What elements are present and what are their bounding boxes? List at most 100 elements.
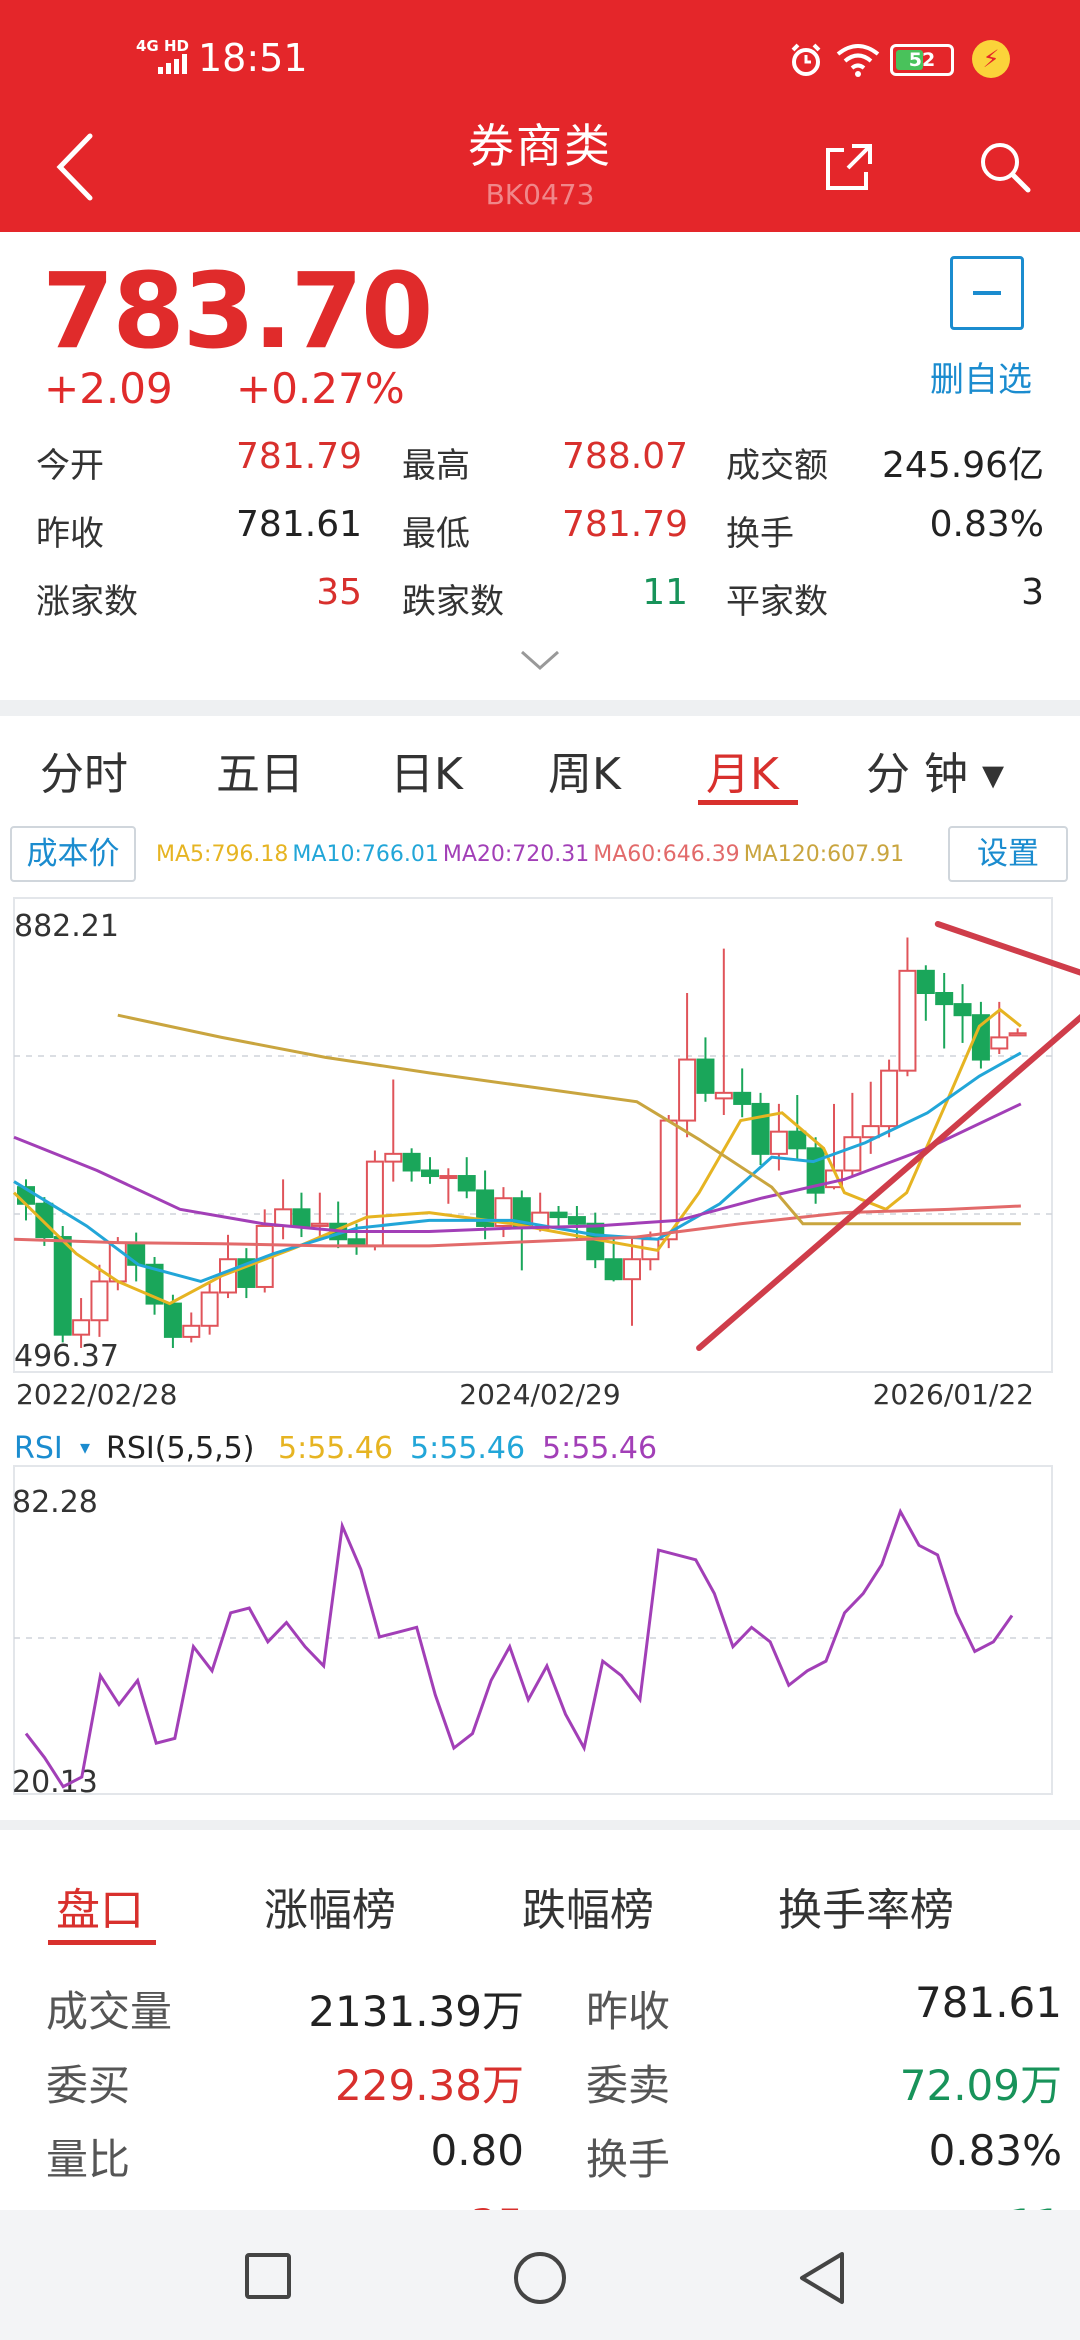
pankou-value: 781.61 xyxy=(915,1978,1062,2027)
stat-label: 最高 xyxy=(402,446,470,486)
dropdown-caret-icon: ▾ xyxy=(80,1435,90,1459)
back-triangle-icon[interactable] xyxy=(796,2250,848,2306)
pankou-value: 229.38万 xyxy=(335,2061,524,2110)
ma-line-ma60 xyxy=(13,1204,1021,1248)
market-panel: 盘口 涨幅榜 跌幅榜 换手率榜 成交量 2131.39万 昨收 781.61 委买 229.38… xyxy=(0,1830,1080,2210)
candle-body xyxy=(678,1058,697,1122)
status-time: 18:51 xyxy=(198,36,308,80)
stat-label: 平家数 xyxy=(726,582,828,622)
candle-body xyxy=(310,1222,329,1227)
candlestick-chart[interactable]: 882.21 496.37 2022/02/28 2024/02/29 2026/01/… xyxy=(0,818,1080,1818)
battery-level xyxy=(896,50,924,70)
ma-value: MA120:607.91 xyxy=(743,842,905,867)
candle-body xyxy=(1008,1032,1027,1037)
candle-body xyxy=(274,1208,293,1227)
candle-body xyxy=(604,1258,623,1281)
rsi-legend-value: 5:55.46 xyxy=(278,1431,393,1466)
stat-label: 今开 xyxy=(36,446,104,486)
candle-body xyxy=(567,1216,586,1225)
back-arrow-icon[interactable] xyxy=(52,132,96,202)
rsi-line xyxy=(24,1507,1014,1789)
kchart-frame xyxy=(13,897,1053,1373)
signal-icon xyxy=(158,54,187,74)
rsi-legend-value: 5:55.46 xyxy=(542,1431,657,1466)
ma-value: MA20:720.31 xyxy=(442,842,590,867)
active-market-tab-indicator xyxy=(48,1940,156,1945)
pankou-label: 委买 xyxy=(46,2061,131,2110)
stat-label: 最低 xyxy=(402,514,470,554)
current-price: 783.70 xyxy=(42,250,433,372)
y-tick-label: 82.28 xyxy=(12,1485,98,1520)
candle-body xyxy=(182,1324,201,1338)
pankou-label: 上涨个股 xyxy=(46,2200,214,2210)
stat-value: 781.79 xyxy=(236,436,362,477)
rsi-legend-value: 5:55.46 xyxy=(410,1431,525,1466)
period-tab[interactable]: 周K xyxy=(548,749,621,800)
battery-percent: 52 xyxy=(908,49,936,71)
market-tab[interactable]: 盘口 xyxy=(56,1885,144,1936)
charging-icon: ⚡ xyxy=(972,40,1010,78)
candle-body xyxy=(714,1091,733,1100)
candle-body xyxy=(788,1130,807,1150)
ma-legend: MA5:796.18 MA10:766.01 MA20:720.31 MA60:646… xyxy=(156,842,908,867)
candle-body xyxy=(402,1152,421,1172)
period-tab[interactable]: 五日 xyxy=(216,749,304,800)
share-icon[interactable] xyxy=(822,138,878,194)
period-tabs: 分时 五日 日K 周K 月K 分 钟 ▾ xyxy=(0,716,1080,818)
candle-body xyxy=(457,1175,476,1192)
expand-chevron-icon[interactable] xyxy=(520,650,560,672)
candle-body xyxy=(861,1125,880,1139)
chart-settings-button[interactable]: 设置 xyxy=(948,826,1068,882)
ma-line-ma20 xyxy=(13,1102,1022,1234)
candle-body xyxy=(971,1014,990,1061)
remove-watchlist-icon[interactable] xyxy=(950,256,1024,330)
stat-value: 3 xyxy=(1021,572,1044,613)
y-tick-label: 20.13 xyxy=(12,1765,98,1800)
price-change-percent: +0.27% xyxy=(236,364,405,413)
period-tab[interactable]: 月K xyxy=(706,749,779,800)
wifi-icon xyxy=(836,44,880,77)
cost-price-button[interactable]: 成本价 xyxy=(10,826,136,882)
pankou-label: 成交量 xyxy=(46,1987,173,2036)
candle-body xyxy=(163,1302,182,1338)
pankou-label: 换手 xyxy=(586,2135,671,2184)
x-tick-label: 2022/02/28 xyxy=(16,1378,177,1411)
ma-line-ma10 xyxy=(13,1051,1022,1283)
market-tab[interactable]: 跌幅榜 xyxy=(522,1885,654,1936)
period-tab[interactable]: 日K xyxy=(390,749,463,800)
market-tab[interactable]: 换手率榜 xyxy=(778,1885,954,1936)
candle-body xyxy=(623,1258,641,1281)
market-tab[interactable]: 涨幅榜 xyxy=(264,1885,396,1936)
candle-body xyxy=(751,1102,770,1155)
stat-label: 换手 xyxy=(726,514,794,554)
period-tab[interactable]: 分 钟 ▾ xyxy=(866,749,1005,800)
candle-body xyxy=(421,1169,439,1178)
stat-label: 成交额 xyxy=(726,446,828,486)
pankou-label: 昨收 xyxy=(586,1987,671,2036)
status-icons: 52 ⚡ xyxy=(780,40,1040,80)
candle-body xyxy=(200,1291,219,1327)
stat-label: 涨家数 xyxy=(36,582,138,622)
pankou-label: 量比 xyxy=(46,2135,131,2184)
period-tab[interactable]: 分时 xyxy=(40,749,128,800)
candle-body xyxy=(898,969,917,1072)
stat-value: 245.96亿 xyxy=(882,445,1044,486)
candle-body xyxy=(696,1058,715,1094)
active-tab-indicator xyxy=(698,800,798,805)
candle-body xyxy=(72,1319,91,1336)
home-circle-icon[interactable] xyxy=(512,2250,568,2306)
remove-watchlist-button[interactable]: 删自选 xyxy=(930,360,1032,400)
search-icon[interactable] xyxy=(976,138,1032,194)
candle-body xyxy=(953,1003,972,1017)
trendline-annotation xyxy=(696,1013,1080,1351)
stat-value: 0.83% xyxy=(929,504,1044,545)
rsi-title: RSI(5,5,5) xyxy=(106,1431,254,1466)
recents-square-icon[interactable] xyxy=(244,2252,292,2300)
app-header: 4G HD 18:51 52 ⚡ 券商类 BK0473 xyxy=(0,0,1080,232)
candle-body xyxy=(476,1189,495,1227)
candle-body xyxy=(292,1208,311,1227)
ma-value: MA5:796.18 xyxy=(156,842,289,867)
system-nav-bar xyxy=(0,2210,1080,2340)
stat-value: 35 xyxy=(316,572,362,613)
rsi-indicator-selector: RSI xyxy=(14,1431,63,1466)
